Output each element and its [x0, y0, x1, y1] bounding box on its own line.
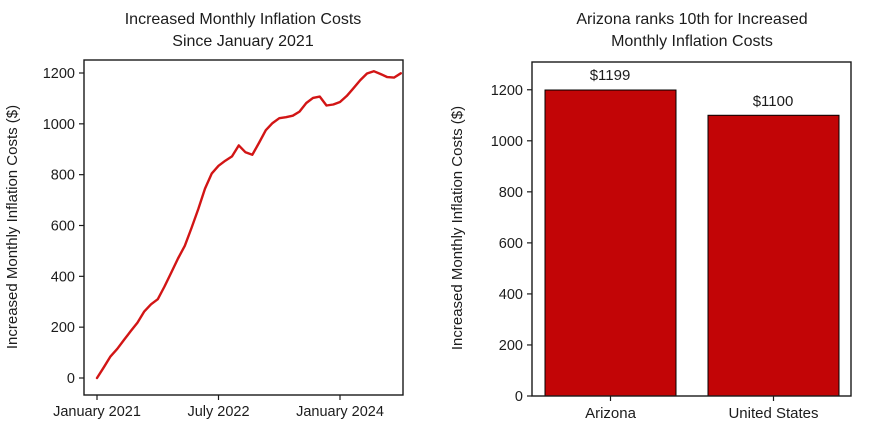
y-tick-label: 1000: [43, 117, 75, 133]
y-tick-label: 400: [51, 269, 75, 285]
y-tick-label: 800: [51, 168, 75, 184]
line-chart-title-line1: Increased Monthly Inflation Costs: [125, 11, 362, 28]
y-tick-label: 400: [499, 287, 523, 303]
y-tick-label: 1200: [491, 83, 523, 99]
line-chart: Increased Monthly Inflation Costs Since …: [4, 11, 404, 420]
y-tick-label: 600: [51, 219, 75, 235]
bar-category-label-united-states: United States: [728, 405, 818, 422]
bar-series-group: [544, 89, 840, 397]
bar-category-label-arizona: Arizona: [585, 405, 637, 422]
y-tick-label: 1000: [491, 134, 523, 150]
y-tick-label: 200: [499, 338, 523, 354]
line-chart-plot-border: [83, 59, 404, 396]
bar-chart-title-line1: Arizona ranks 10th for Increased: [576, 11, 807, 28]
bar-value-label-united-states: $1100: [753, 93, 794, 110]
y-tick-label: 200: [51, 320, 75, 336]
y-tick-label: 800: [499, 185, 523, 201]
bar-chart: Arizona ranks 10th for Increased Monthly…: [449, 11, 852, 422]
bar-value-label-arizona: $1199: [590, 67, 631, 84]
inflation-cost-line: [95, 69, 402, 380]
line-series-group: [95, 69, 402, 380]
line-chart-y-axis-label: Increased Monthly Inflation Costs ($): [4, 105, 21, 349]
line-chart-x-tick-label-jan2021: January 2021: [53, 404, 141, 420]
bar-chart-title-line2: Monthly Inflation Costs: [611, 33, 773, 50]
bar-united-states: [707, 114, 840, 397]
line-chart-title-line2: Since January 2021: [172, 33, 314, 50]
y-tick-label: 0: [515, 389, 523, 405]
line-chart-x-tick-label-jan2024: January 2024: [296, 404, 384, 420]
bar-chart-plot-border: [531, 61, 852, 397]
y-tick-label: 600: [499, 236, 523, 252]
bar-chart-y-axis-label: Increased Monthly Inflation Costs ($): [449, 106, 466, 350]
bar-chart-ticks-group: 0 200 400 600 800 1000 1200: [491, 83, 775, 405]
y-tick-label: 0: [67, 371, 75, 387]
bar-arizona: [544, 89, 677, 397]
y-tick-label: 1200: [43, 66, 75, 82]
line-chart-ticks-group: 0 200 400 600 800 1000 1200: [43, 66, 341, 400]
line-chart-x-tick-label-jul2022: July 2022: [187, 404, 249, 420]
